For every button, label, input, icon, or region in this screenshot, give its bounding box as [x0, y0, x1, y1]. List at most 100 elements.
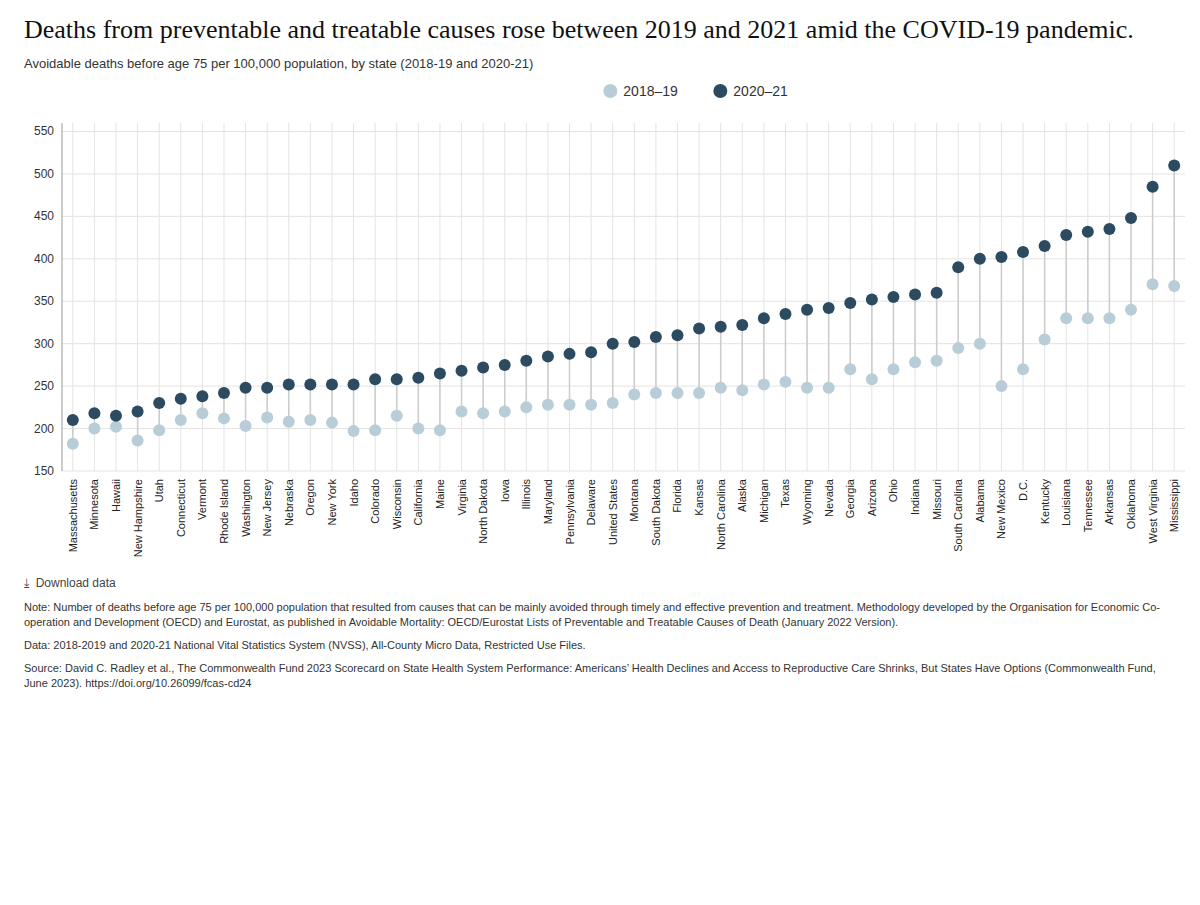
x-tick-label: Arizona: [866, 478, 878, 516]
dot: [952, 342, 964, 354]
x-tick-label: Vermont: [196, 479, 208, 520]
category-grid-line: [504, 123, 505, 471]
dot: [909, 356, 921, 368]
x-tick-label: Kentucky: [1039, 479, 1051, 525]
y-tick-label: 450: [34, 209, 54, 223]
title: Deaths from preventable and treatable ca…: [24, 14, 1176, 46]
connector: [1044, 246, 1046, 339]
connector: [893, 297, 895, 369]
y-tick-label: 500: [34, 167, 54, 181]
category-grid-line: [439, 123, 440, 471]
dot: [758, 378, 770, 390]
connector: [698, 328, 700, 393]
legend-swatch: [713, 84, 727, 98]
y-grid-line: [62, 301, 1185, 302]
x-tick-label: New York: [326, 479, 338, 526]
dot: [974, 338, 986, 350]
dot: [1060, 312, 1072, 324]
dot: [412, 423, 424, 435]
dot: [434, 367, 446, 379]
dot: [304, 378, 316, 390]
x-tick-label: Louisiana: [1060, 478, 1072, 526]
category-grid-line: [742, 123, 743, 471]
dot: [671, 329, 683, 341]
y-grid-line: [62, 471, 1185, 472]
y-tick-label: 400: [34, 252, 54, 266]
category-grid-line: [245, 123, 246, 471]
x-tick-label: Oregon: [304, 479, 316, 516]
dot: [1168, 159, 1180, 171]
dot: [1147, 278, 1159, 290]
dot: [1082, 226, 1094, 238]
category-grid-line: [569, 123, 570, 471]
subtitle: Avoidable deaths before age 75 per 100,0…: [24, 56, 1176, 71]
x-tick-label: Missouri: [931, 479, 943, 520]
dot: [995, 251, 1007, 263]
marks: [67, 159, 1180, 449]
x-tick-label: New Mexico: [995, 479, 1007, 539]
connector: [1173, 165, 1175, 286]
x-tick-label: United States: [607, 479, 619, 546]
category-grid-line: [979, 123, 980, 471]
connector: [504, 365, 506, 412]
connector: [418, 378, 420, 429]
dot: [132, 406, 144, 418]
y-axis-line: [62, 123, 63, 471]
dot: [153, 397, 165, 409]
category-grid-line: [526, 123, 527, 471]
y-tick-label: 350: [34, 294, 54, 308]
dot: [132, 434, 144, 446]
x-tick-label: Connecticut: [175, 479, 187, 537]
dot: [1017, 363, 1029, 375]
category-grid-line: [1044, 123, 1045, 471]
dot: [650, 331, 662, 343]
dot: [283, 378, 295, 390]
dot: [671, 387, 683, 399]
dot: [153, 424, 165, 436]
dot: [931, 287, 943, 299]
dot: [758, 312, 770, 324]
footnote: Source: David C. Radley et al., The Comm…: [24, 661, 1176, 691]
x-tick-label: West Virginia: [1147, 478, 1159, 543]
dot: [1168, 280, 1180, 292]
dot: [196, 407, 208, 419]
y-grid-line: [62, 173, 1185, 174]
dot: [499, 406, 511, 418]
dot: [585, 346, 597, 358]
dot: [628, 336, 640, 348]
category-grid-line: [612, 123, 613, 471]
category-grid-line: [375, 123, 376, 471]
dot: [866, 294, 878, 306]
x-tick-label: Virginia: [456, 478, 468, 515]
download-link: ⤓ Download data: [24, 576, 1176, 590]
dot: [1103, 312, 1115, 324]
connector: [742, 325, 744, 390]
x-tick-label: Illinois: [520, 479, 532, 510]
dot: [844, 363, 856, 375]
connector: [806, 310, 808, 388]
connector: [720, 327, 722, 388]
dot: [218, 412, 230, 424]
category-grid-line: [1152, 123, 1153, 471]
dot: [650, 387, 662, 399]
dot: [412, 372, 424, 384]
category-grid-line: [1087, 123, 1088, 471]
dot: [564, 348, 576, 360]
connector: [828, 308, 830, 388]
connector: [957, 267, 959, 348]
x-tick-label: Alaska: [736, 478, 748, 512]
dot: [369, 424, 381, 436]
dot: [88, 423, 100, 435]
x-tick-label: North Carolina: [715, 478, 727, 550]
x-tick-label: Wisconsin: [391, 479, 403, 529]
dot: [1039, 240, 1051, 252]
category-grid-line: [418, 123, 419, 471]
dot: [887, 363, 899, 375]
x-tick-label: Hawaii: [110, 479, 122, 512]
connector: [374, 379, 376, 430]
dot: [607, 397, 619, 409]
dot: [585, 399, 597, 411]
dot: [974, 253, 986, 265]
x-tick-label: Utah: [153, 479, 165, 502]
y-tick-label: 150: [34, 464, 54, 478]
